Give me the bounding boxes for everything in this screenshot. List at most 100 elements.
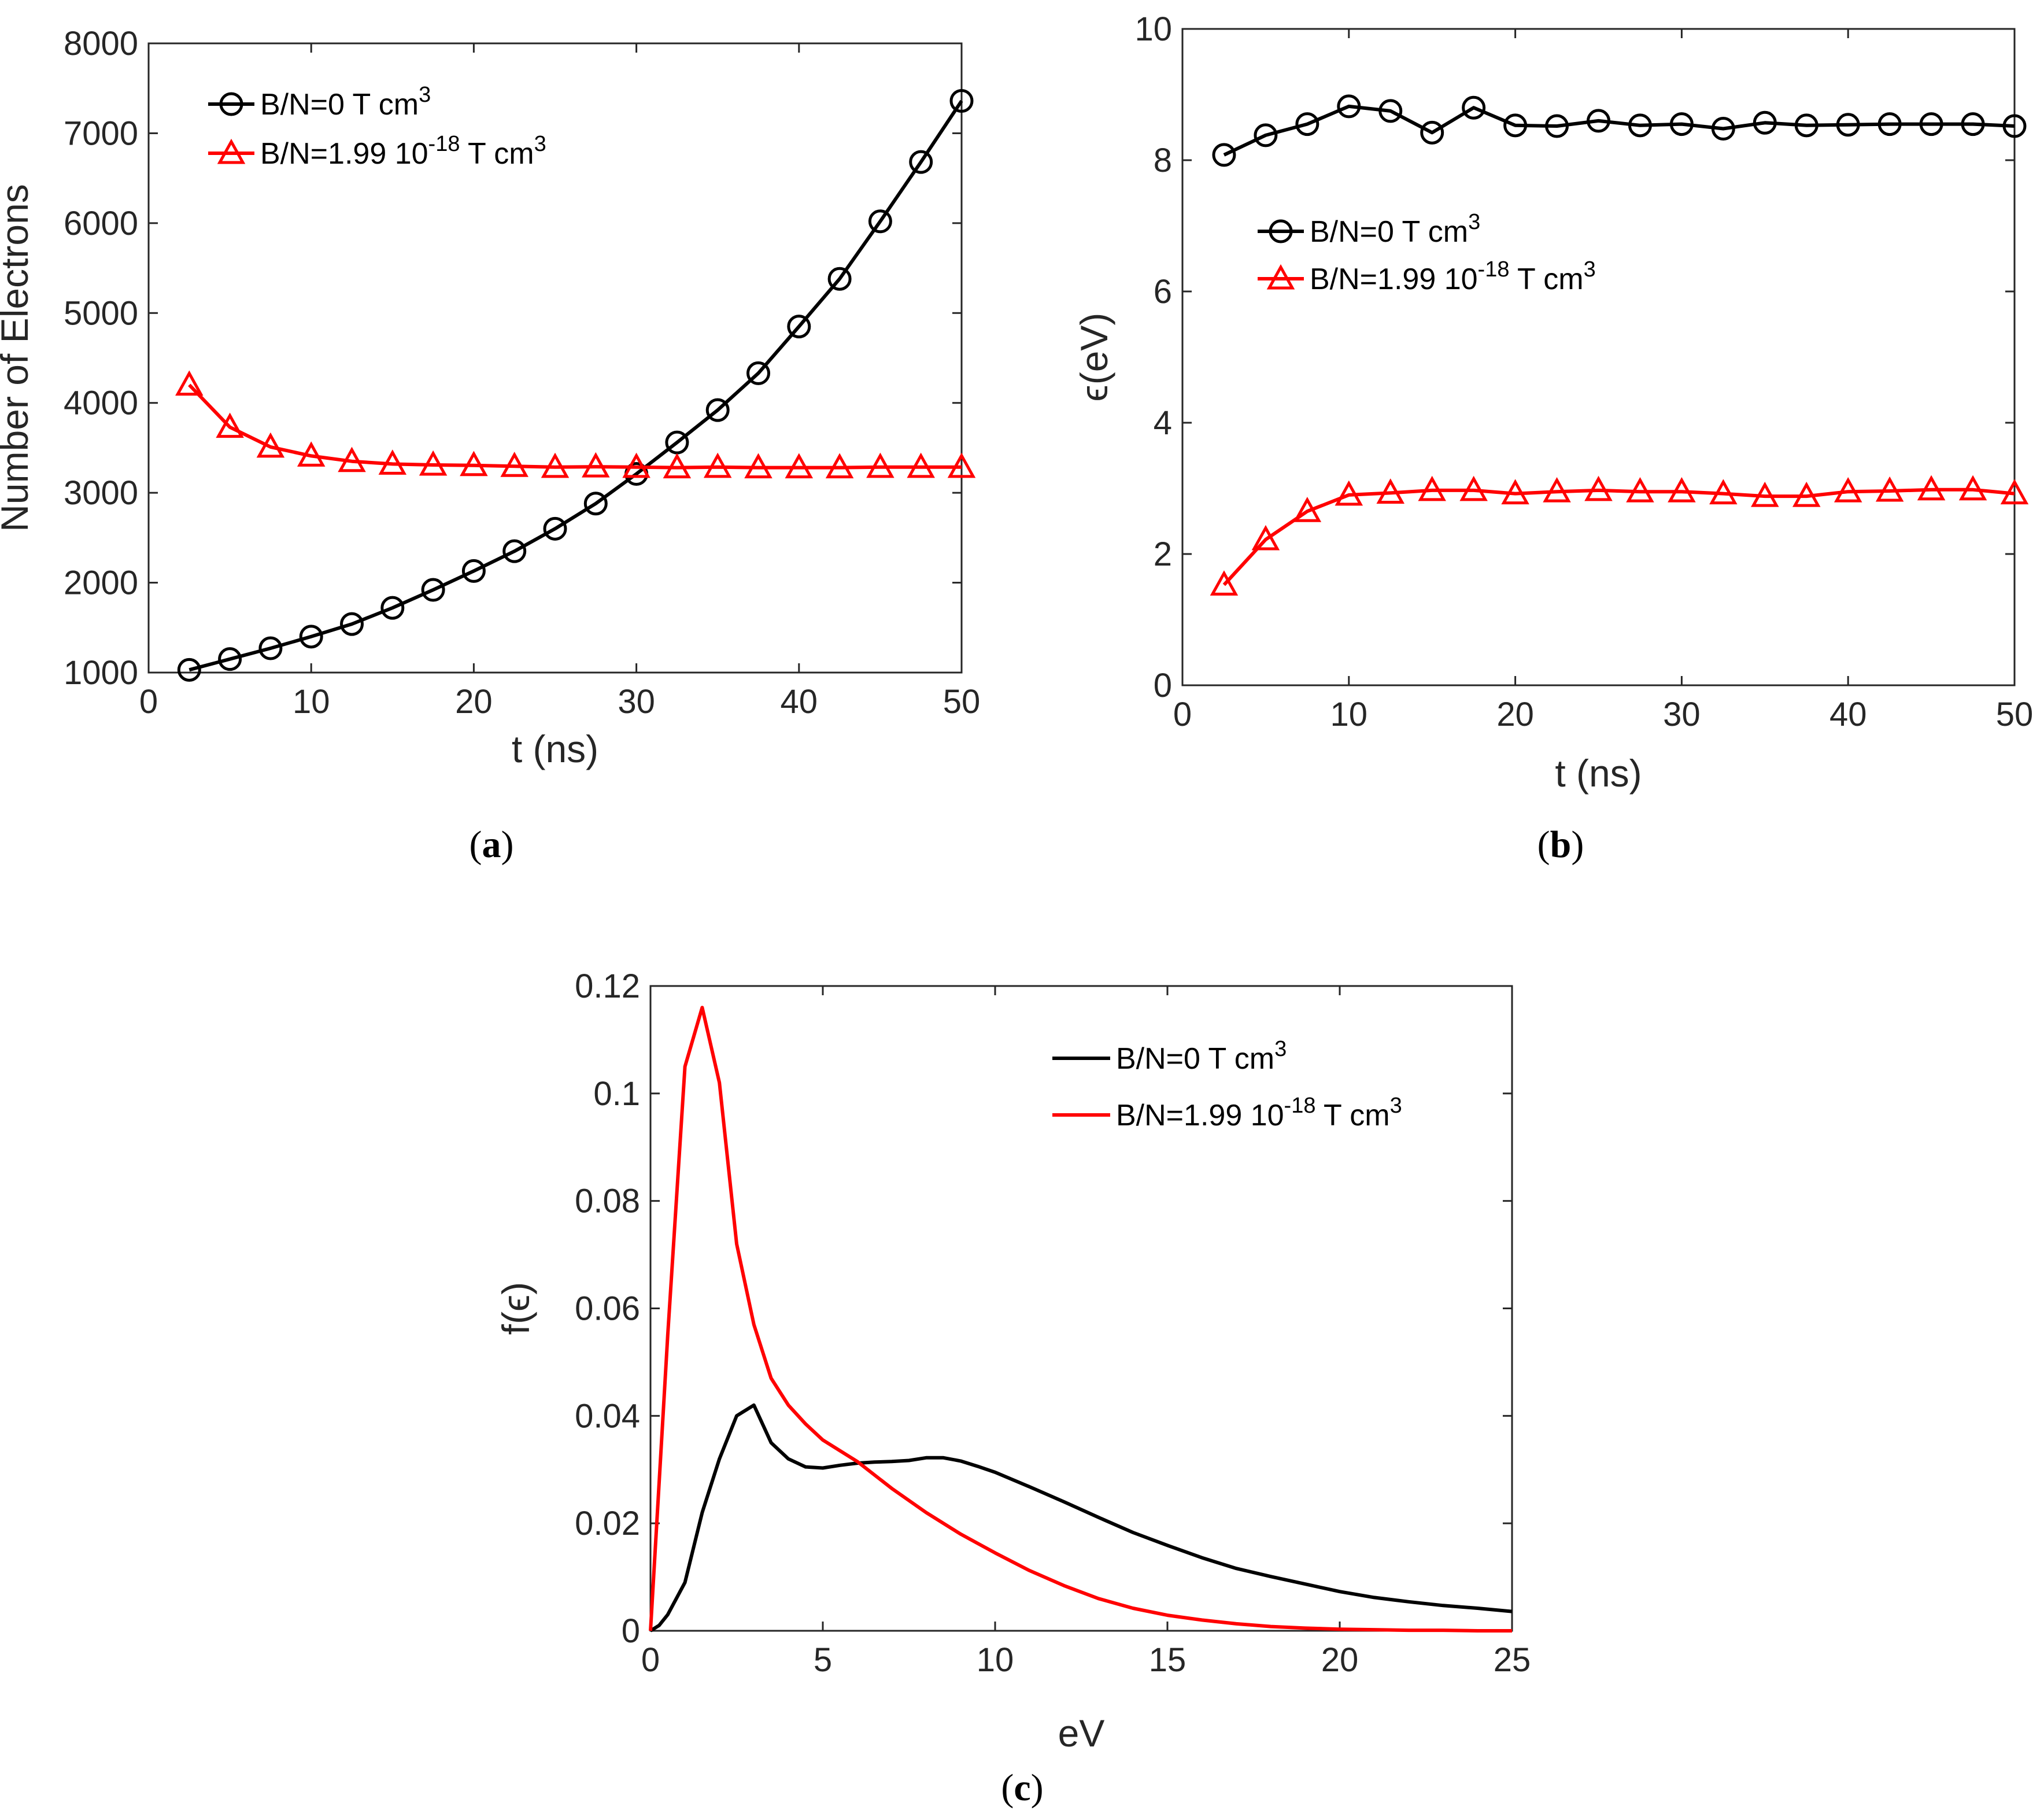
data-point-b-0-18	[1961, 112, 1985, 136]
axes-frame-c	[649, 985, 1513, 1632]
y-tick-label-a-5: 6000	[64, 205, 138, 242]
data-point-b-1-5	[1418, 475, 1446, 501]
axes-frame-a	[147, 42, 963, 674]
legend-label-a-1: B/N=1.99 10-18 T cm3	[260, 132, 546, 171]
y-tick-label-a-7: 8000	[64, 25, 138, 62]
x-tick-label-c-5: 25	[1494, 1641, 1531, 1679]
data-point-a-1-6	[419, 450, 448, 476]
data-point-b-0-11	[1669, 112, 1694, 136]
data-point-a-1-2	[256, 432, 285, 458]
data-point-a-1-16	[825, 453, 854, 479]
data-point-b-1-1	[1251, 525, 1280, 551]
panel-label-b: (b)	[1537, 823, 1584, 866]
data-point-a-0-19	[949, 88, 974, 113]
data-point-a-0-1	[218, 647, 242, 671]
legend-label-c-1: B/N=1.99 10-18 T cm3	[1116, 1094, 1402, 1132]
data-point-b-0-0	[1212, 143, 1236, 167]
data-point-b-0-4	[1378, 99, 1403, 123]
x-tick-label-a-1: 10	[293, 683, 330, 721]
data-point-b-1-0	[1210, 570, 1239, 596]
data-point-a-1-18	[907, 452, 935, 478]
x-tick-label-a-2: 20	[455, 683, 493, 721]
data-point-a-0-10	[583, 492, 608, 516]
panel-label-c: (c)	[1001, 1767, 1043, 1809]
y-tick-label-c-4: 0.08	[575, 1183, 640, 1220]
data-point-a-0-0	[177, 658, 201, 682]
x-axis-label-b: t (ns)	[1555, 752, 1642, 795]
data-point-b-0-13	[1753, 110, 1777, 135]
data-point-a-1-0	[175, 370, 204, 396]
data-point-b-1-6	[1459, 475, 1488, 501]
x-tick-label-b-2: 20	[1496, 696, 1534, 733]
data-point-a-0-15	[787, 315, 811, 339]
data-point-b-1-7	[1501, 479, 1529, 505]
y-tick-label-b-3: 6	[1154, 273, 1172, 311]
data-point-b-1-10	[1626, 477, 1654, 503]
series-line-b-0	[1223, 104, 2015, 157]
data-point-b-1-2	[1293, 497, 1322, 522]
y-tick-label-a-4: 5000	[64, 294, 138, 332]
data-point-b-1-9	[1584, 475, 1613, 501]
x-tick-label-c-2: 10	[977, 1641, 1014, 1679]
y-tick-label-c-2: 0.04	[575, 1397, 640, 1435]
legend-label-b-1: B/N=1.99 10-18 T cm3	[1310, 257, 1596, 296]
data-point-a-0-8	[502, 539, 527, 563]
data-point-b-1-19	[2000, 479, 2029, 505]
data-point-a-1-3	[297, 441, 326, 467]
data-point-b-0-1	[1254, 123, 1278, 147]
y-tick-label-c-6: 0.12	[575, 967, 640, 1005]
data-point-b-1-4	[1376, 478, 1404, 504]
y-axis-label-a: Number of Electrons	[0, 184, 36, 532]
data-point-b-1-15	[1834, 477, 1862, 503]
data-point-a-0-17	[868, 209, 892, 234]
axes-frame-b	[1181, 28, 2016, 686]
data-point-b-0-10	[1628, 113, 1652, 138]
data-point-a-0-12	[665, 430, 689, 455]
legend-label-b-0: B/N=0 T cm3	[1310, 210, 1480, 249]
data-point-a-0-13	[705, 398, 730, 422]
data-point-a-0-9	[543, 516, 567, 541]
y-axis-label-b: ϵ(eV)	[1073, 313, 1115, 402]
y-tick-label-a-2: 3000	[64, 474, 138, 512]
data-point-a-0-7	[461, 559, 486, 583]
data-point-a-1-14	[744, 453, 772, 479]
data-point-b-0-2	[1295, 112, 1319, 136]
legend-marker-b-0	[1269, 219, 1293, 243]
data-point-b-0-3	[1337, 94, 1361, 119]
y-tick-label-a-6: 7000	[64, 115, 138, 152]
y-tick-label-c-0: 0	[622, 1612, 640, 1650]
data-point-a-0-18	[909, 150, 933, 174]
x-tick-label-a-3: 30	[618, 683, 655, 721]
x-axis-label-c: eV	[1058, 1712, 1105, 1755]
data-point-b-0-15	[1836, 113, 1860, 137]
data-point-a-1-11	[622, 452, 650, 478]
x-tick-label-c-4: 20	[1321, 1641, 1359, 1679]
data-point-a-1-19	[947, 452, 976, 478]
y-tick-label-b-5: 10	[1134, 10, 1172, 48]
chart-b: 0 10 20 30 40 50 0 2 4 6 8 10 t (ns) ϵ(eV) B/N=0 T cm3…	[1073, 10, 2033, 795]
data-point-b-0-14	[1794, 113, 1818, 138]
data-point-b-0-8	[1545, 114, 1569, 138]
series-line-c-0	[649, 1403, 1513, 1633]
data-point-a-1-15	[785, 453, 814, 479]
x-tick-label-b-0: 0	[1173, 696, 1192, 733]
data-point-b-0-6	[1462, 95, 1486, 120]
x-axis-label-a: t (ns)	[512, 727, 598, 770]
data-point-b-1-17	[1917, 475, 1946, 501]
legend-label-a-0: B/N=0 T cm3	[260, 83, 431, 121]
data-point-a-1-8	[500, 452, 528, 477]
data-point-a-1-10	[582, 452, 610, 478]
data-point-b-0-19	[2002, 114, 2027, 138]
x-tick-label-c-0: 0	[641, 1641, 660, 1679]
data-point-a-1-5	[378, 449, 407, 475]
x-tick-label-a-4: 40	[781, 683, 818, 721]
data-point-b-0-16	[1877, 112, 1902, 136]
x-tick-label-b-1: 10	[1330, 696, 1368, 733]
data-point-b-1-18	[1958, 475, 1987, 501]
data-point-b-0-9	[1587, 109, 1610, 133]
data-point-a-1-13	[703, 452, 732, 478]
legend-marker-a-0	[219, 92, 243, 116]
legend-marker-b-1	[1266, 264, 1295, 290]
data-point-a-0-14	[746, 361, 770, 385]
